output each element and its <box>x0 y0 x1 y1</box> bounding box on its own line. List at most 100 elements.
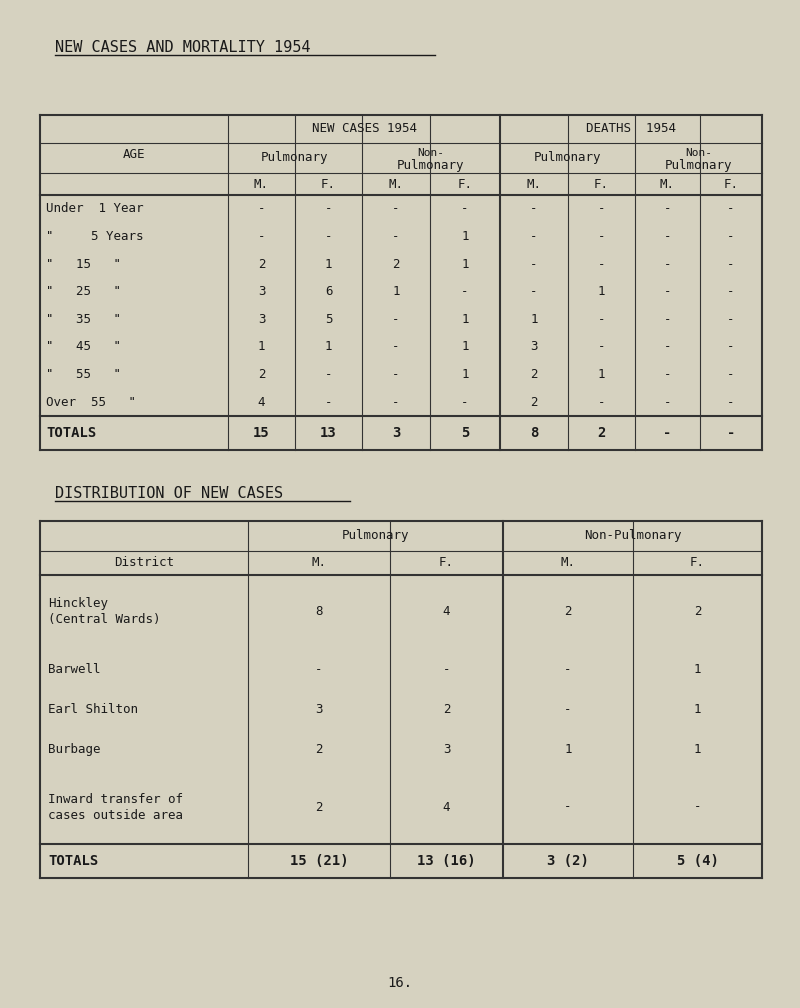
Text: 2: 2 <box>392 258 400 270</box>
Text: -: - <box>727 312 734 326</box>
Text: Pulmonary: Pulmonary <box>398 158 465 171</box>
Text: -: - <box>442 662 450 675</box>
Text: TOTALS: TOTALS <box>48 854 98 868</box>
Text: 13: 13 <box>320 426 337 440</box>
Text: NEW CASES 1954: NEW CASES 1954 <box>311 123 417 135</box>
Text: -: - <box>663 426 672 440</box>
Text: M.: M. <box>311 556 326 570</box>
Text: Non-Pulmonary: Non-Pulmonary <box>584 529 682 542</box>
Text: -: - <box>598 341 606 354</box>
Text: "   35   ": " 35 " <box>46 312 121 326</box>
Text: -: - <box>564 662 572 675</box>
Text: Under  1 Year: Under 1 Year <box>46 203 143 216</box>
Text: -: - <box>664 285 671 298</box>
Text: -: - <box>598 396 606 408</box>
Text: 1: 1 <box>694 703 702 716</box>
Text: 6: 6 <box>325 285 332 298</box>
Text: -: - <box>258 203 266 216</box>
Text: 5: 5 <box>325 312 332 326</box>
Text: 2: 2 <box>530 396 538 408</box>
Text: "   15   ": " 15 " <box>46 258 121 270</box>
Text: -: - <box>392 203 400 216</box>
Text: -: - <box>694 800 702 813</box>
Text: -: - <box>598 230 606 243</box>
Text: 5: 5 <box>461 426 469 440</box>
Text: "     5 Years: " 5 Years <box>46 230 143 243</box>
Text: 3: 3 <box>258 312 266 326</box>
Text: -: - <box>392 368 400 381</box>
Text: -: - <box>462 203 469 216</box>
Text: Non-: Non- <box>418 148 445 158</box>
Text: -: - <box>664 230 671 243</box>
Text: 2: 2 <box>315 800 322 813</box>
Text: 1: 1 <box>325 341 332 354</box>
Text: F.: F. <box>458 177 473 191</box>
Text: -: - <box>598 258 606 270</box>
Text: 3: 3 <box>530 341 538 354</box>
Text: M.: M. <box>561 556 575 570</box>
Text: 1: 1 <box>598 285 606 298</box>
Text: 3: 3 <box>392 426 400 440</box>
Text: -: - <box>530 230 538 243</box>
Text: -: - <box>727 258 734 270</box>
Text: -: - <box>392 230 400 243</box>
Text: -: - <box>462 396 469 408</box>
Text: Barwell: Barwell <box>48 662 101 675</box>
Text: 1: 1 <box>462 312 469 326</box>
Text: -: - <box>325 203 332 216</box>
Text: 1: 1 <box>325 258 332 270</box>
Text: -: - <box>664 396 671 408</box>
Text: -: - <box>598 203 606 216</box>
Text: DEATHS  1954: DEATHS 1954 <box>586 123 676 135</box>
Text: -: - <box>530 285 538 298</box>
Text: 1: 1 <box>564 743 572 756</box>
Text: Non-: Non- <box>685 148 712 158</box>
Text: -: - <box>462 285 469 298</box>
Text: -: - <box>325 396 332 408</box>
Text: M.: M. <box>389 177 403 191</box>
Text: 1: 1 <box>258 341 266 354</box>
Text: Pulmonary: Pulmonary <box>342 529 410 542</box>
Text: "   55   ": " 55 " <box>46 368 121 381</box>
Text: District: District <box>114 556 174 570</box>
Text: AGE: AGE <box>122 148 146 161</box>
Text: -: - <box>664 368 671 381</box>
Text: NEW CASES AND MORTALITY 1954: NEW CASES AND MORTALITY 1954 <box>55 40 310 55</box>
Text: 1: 1 <box>462 258 469 270</box>
Text: 2: 2 <box>258 368 266 381</box>
Text: F.: F. <box>723 177 738 191</box>
Text: Hinckley
(Central Wards): Hinckley (Central Wards) <box>48 598 161 627</box>
Text: Over  55   ": Over 55 " <box>46 396 136 408</box>
Text: M.: M. <box>526 177 542 191</box>
Text: TOTALS: TOTALS <box>46 426 96 440</box>
Text: -: - <box>258 230 266 243</box>
Text: 3: 3 <box>258 285 266 298</box>
Text: 4: 4 <box>442 606 450 619</box>
Text: -: - <box>325 368 332 381</box>
Text: -: - <box>325 230 332 243</box>
Text: 2: 2 <box>694 606 702 619</box>
Text: -: - <box>392 396 400 408</box>
Text: 2: 2 <box>564 606 572 619</box>
Text: M.: M. <box>660 177 675 191</box>
Text: 1: 1 <box>530 312 538 326</box>
Text: 15 (21): 15 (21) <box>290 854 348 868</box>
Text: 2: 2 <box>598 426 606 440</box>
Text: 3: 3 <box>442 743 450 756</box>
Text: 4: 4 <box>442 800 450 813</box>
Text: "   45   ": " 45 " <box>46 341 121 354</box>
Text: 1: 1 <box>694 662 702 675</box>
Text: Pulmonary: Pulmonary <box>665 158 732 171</box>
Text: 1: 1 <box>462 230 469 243</box>
Text: 1: 1 <box>392 285 400 298</box>
Text: Burbage: Burbage <box>48 743 101 756</box>
Text: -: - <box>727 426 735 440</box>
Text: 1: 1 <box>462 368 469 381</box>
Text: -: - <box>392 341 400 354</box>
Text: 2: 2 <box>258 258 266 270</box>
Text: 2: 2 <box>442 703 450 716</box>
Text: 2: 2 <box>530 368 538 381</box>
Text: 4: 4 <box>258 396 266 408</box>
Text: -: - <box>564 800 572 813</box>
Text: 1: 1 <box>598 368 606 381</box>
